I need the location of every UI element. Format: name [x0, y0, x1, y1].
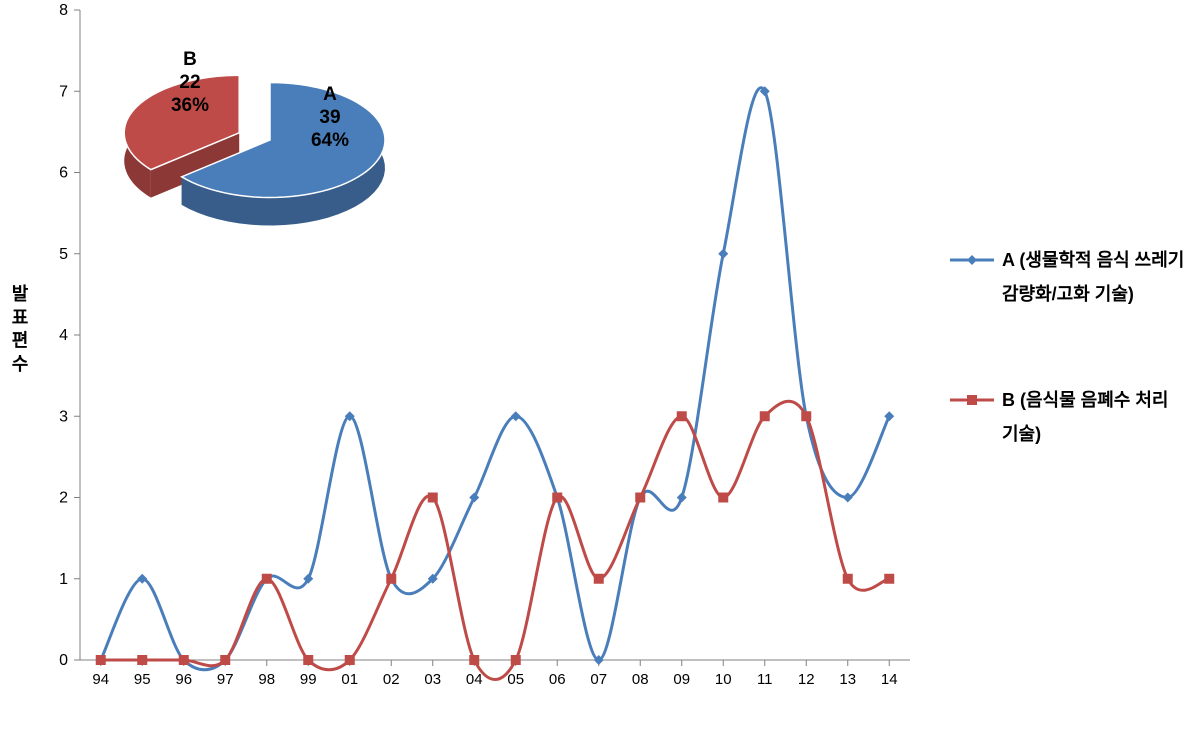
- svg-text:22: 22: [179, 72, 200, 93]
- svg-text:1: 1: [59, 571, 68, 588]
- svg-text:01: 01: [341, 671, 358, 688]
- chart-svg: 0123456789495969798990102030405060708091…: [0, 0, 1186, 730]
- svg-text:96: 96: [175, 671, 192, 688]
- svg-text:6: 6: [59, 165, 68, 182]
- svg-text:발: 발: [12, 284, 29, 304]
- svg-text:0: 0: [59, 652, 68, 669]
- svg-text:36%: 36%: [171, 95, 209, 116]
- svg-text:39: 39: [319, 107, 340, 128]
- svg-text:감량화/고화 기술): 감량화/고화 기술): [1002, 284, 1134, 304]
- svg-text:09: 09: [673, 671, 690, 688]
- svg-text:수: 수: [12, 354, 29, 374]
- svg-text:64%: 64%: [311, 130, 349, 151]
- svg-text:편: 편: [12, 331, 29, 351]
- svg-text:2: 2: [59, 490, 68, 507]
- svg-text:03: 03: [424, 671, 441, 688]
- svg-text:08: 08: [632, 671, 649, 688]
- svg-text:04: 04: [466, 671, 483, 688]
- svg-text:8: 8: [59, 2, 68, 19]
- svg-text:기술): 기술): [1002, 424, 1041, 444]
- svg-text:95: 95: [134, 671, 151, 688]
- svg-text:7: 7: [59, 83, 68, 100]
- svg-text:3: 3: [59, 408, 68, 425]
- svg-text:11: 11: [757, 671, 773, 688]
- svg-text:99: 99: [300, 671, 317, 688]
- svg-text:B: B: [183, 49, 197, 70]
- svg-text:06: 06: [549, 671, 566, 688]
- svg-text:94: 94: [92, 671, 109, 688]
- svg-text:05: 05: [507, 671, 524, 688]
- svg-text:A (생물학적 음식 쓰레기: A (생물학적 음식 쓰레기: [1002, 249, 1184, 270]
- svg-text:97: 97: [217, 671, 234, 688]
- svg-text:4: 4: [59, 327, 68, 344]
- svg-text:A: A: [323, 84, 337, 105]
- svg-text:07: 07: [590, 671, 607, 688]
- svg-text:98: 98: [258, 671, 275, 688]
- svg-text:12: 12: [798, 671, 815, 688]
- svg-text:표: 표: [12, 307, 29, 327]
- svg-text:B (음식물 음폐수 처리: B (음식물 음폐수 처리: [1002, 390, 1168, 410]
- svg-text:14: 14: [881, 671, 898, 688]
- chart-container: 0123456789495969798990102030405060708091…: [0, 0, 1186, 730]
- svg-text:02: 02: [383, 671, 400, 688]
- svg-text:13: 13: [839, 671, 856, 688]
- svg-text:5: 5: [59, 246, 68, 263]
- svg-text:10: 10: [715, 671, 732, 688]
